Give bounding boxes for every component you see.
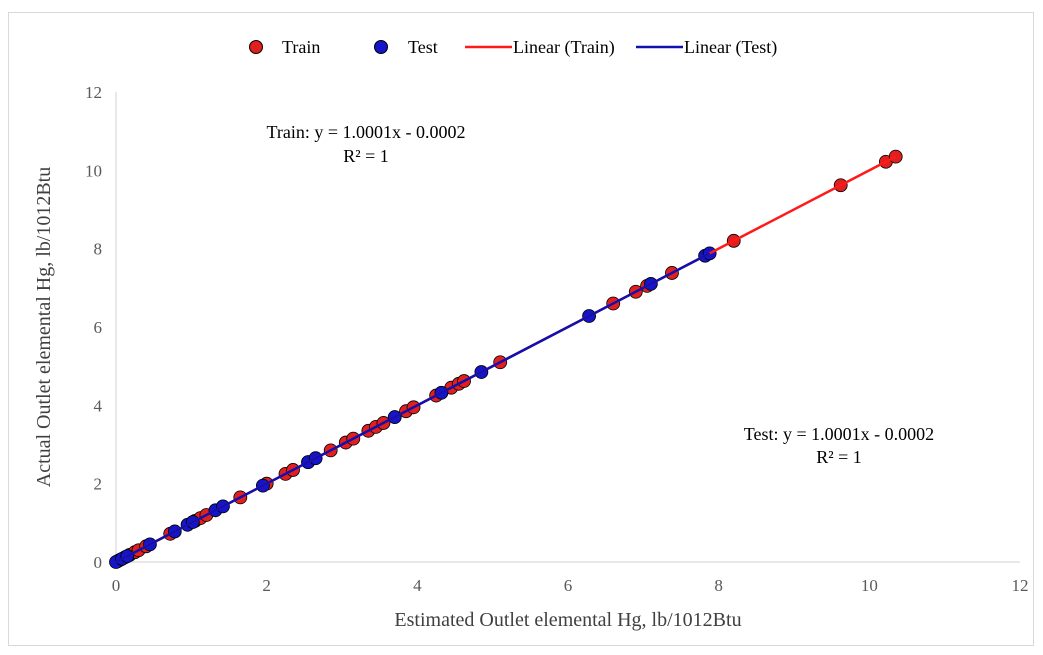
x-tick-label: 0	[112, 576, 121, 595]
y-axis-title: Actual Outlet elemental Hg, lb/1012Btu	[33, 167, 55, 488]
chart-area	[8, 12, 1034, 646]
y-tick-label: 2	[94, 475, 103, 494]
train-r2: R² = 1	[343, 146, 389, 166]
legend-test-label: Test	[408, 37, 438, 57]
legend-linear-test-label: Linear (Test)	[684, 37, 777, 58]
y-tick-label: 8	[94, 240, 103, 259]
x-axis-title: Estimated Outlet elemental Hg, lb/1012Bt…	[394, 609, 741, 631]
linear-test-trendline	[115, 252, 711, 564]
trendlines	[115, 155, 897, 564]
x-tick-label: 12	[1012, 576, 1029, 595]
legend-train-marker	[249, 40, 263, 54]
legend-test-marker	[374, 40, 388, 54]
y-tick-label: 10	[85, 161, 102, 180]
y-tick-labels: 0 2 4 6 8 10 12	[85, 83, 103, 572]
x-tick-label: 10	[861, 576, 878, 595]
y-tick-label: 0	[94, 553, 103, 572]
train-equation: Train: y = 1.0001x - 0.0002	[267, 122, 466, 142]
test-equation: Test: y = 1.0001x - 0.0002	[744, 424, 934, 444]
x-tick-label: 2	[262, 576, 271, 595]
y-tick-label: 4	[94, 396, 103, 415]
test-r2: R² = 1	[816, 447, 862, 467]
x-tick-labels: 0 2 4 6 8 10 12	[112, 576, 1029, 595]
y-tick-label: 12	[85, 83, 102, 102]
legend: Train Test Linear (Train) Linear (Test)	[249, 37, 777, 58]
legend-linear-train-label: Linear (Train)	[513, 37, 615, 58]
x-tick-label: 4	[413, 576, 422, 595]
x-tick-label: 6	[564, 576, 573, 595]
y-tick-label: 6	[94, 318, 103, 337]
x-tick-label: 8	[714, 576, 723, 595]
legend-train-label: Train	[282, 37, 320, 57]
